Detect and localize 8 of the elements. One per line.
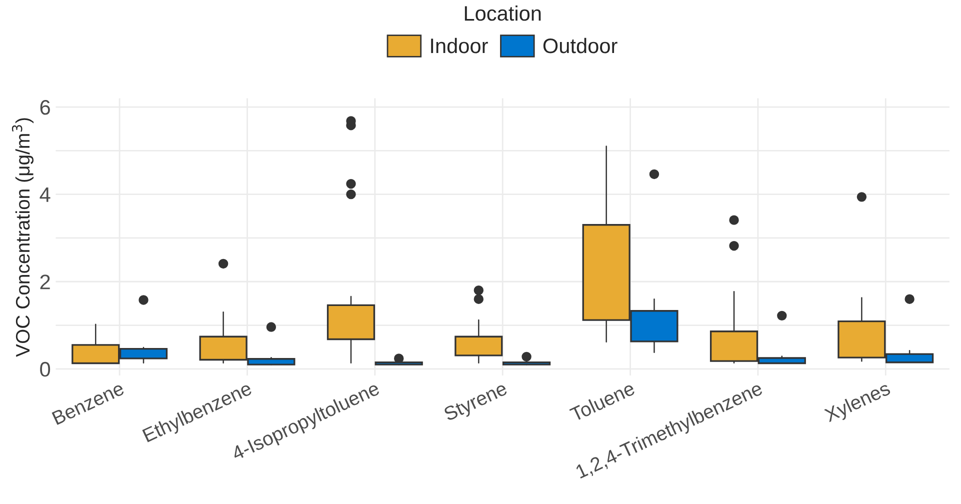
legend-label: Outdoor [543, 38, 618, 54]
legend-title: Location [464, 5, 541, 21]
y-tick-label: 0 [40, 362, 50, 377]
y-tick-label: 6 [40, 100, 50, 115]
legend-label: Indoor [431, 38, 488, 54]
y-axis-title: VOC Concentration (μg/m$^{3}$) [12, 118, 34, 357]
y-tick-label: 2 [40, 274, 50, 290]
y-tick-label: 4 [40, 188, 50, 202]
